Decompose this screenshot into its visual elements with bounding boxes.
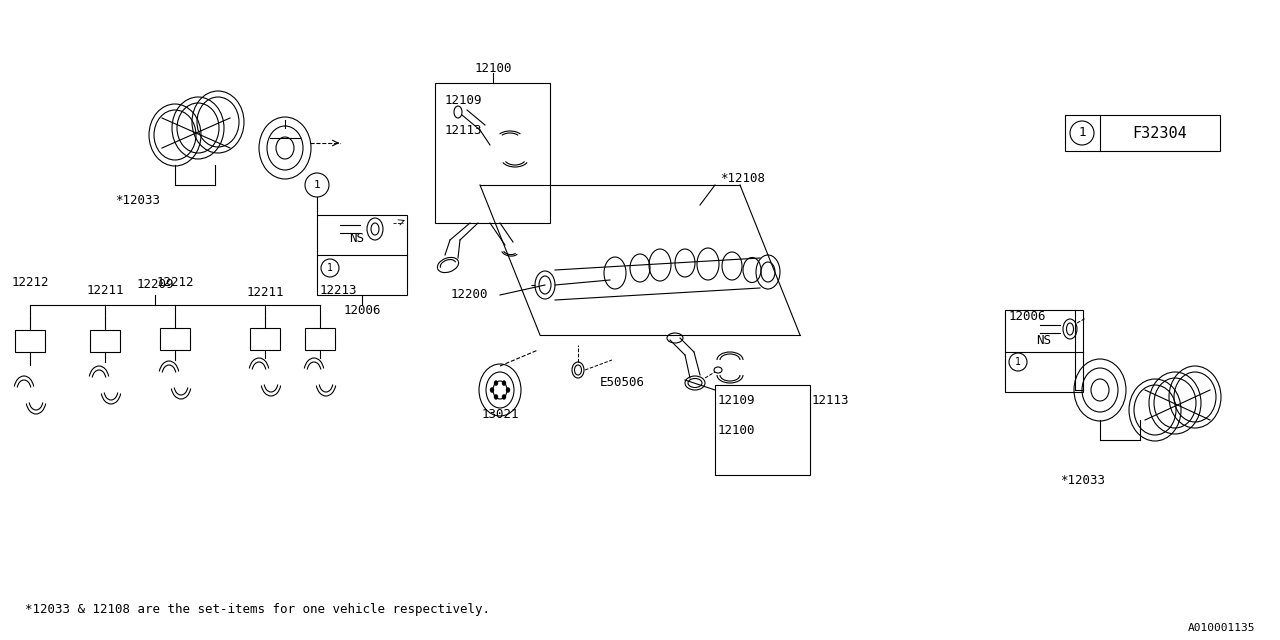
Text: 1: 1 bbox=[1015, 357, 1021, 367]
Text: 12109: 12109 bbox=[718, 394, 755, 406]
Text: 12211: 12211 bbox=[86, 284, 124, 296]
Text: 12113: 12113 bbox=[445, 124, 483, 136]
Text: 13021: 13021 bbox=[481, 408, 518, 422]
Text: 12200: 12200 bbox=[451, 289, 488, 301]
Text: *12033: *12033 bbox=[1060, 474, 1105, 486]
Text: 12212: 12212 bbox=[156, 276, 193, 289]
Text: 12109: 12109 bbox=[445, 93, 483, 106]
Bar bbox=[250, 328, 280, 350]
Ellipse shape bbox=[502, 394, 506, 399]
Text: 1: 1 bbox=[314, 180, 320, 190]
Bar bbox=[90, 330, 120, 352]
Bar bbox=[716, 385, 810, 475]
Text: 12006: 12006 bbox=[343, 303, 380, 317]
Text: 12006: 12006 bbox=[1009, 310, 1047, 323]
Bar bbox=[15, 330, 45, 352]
Ellipse shape bbox=[502, 381, 506, 385]
Text: 12113: 12113 bbox=[812, 394, 850, 406]
Text: 1: 1 bbox=[328, 263, 333, 273]
Text: 1: 1 bbox=[1078, 127, 1085, 140]
Bar bbox=[160, 328, 189, 350]
Text: NS: NS bbox=[1037, 333, 1051, 346]
Text: *12033 & 12108 are the set-items for one vehicle respectively.: *12033 & 12108 are the set-items for one… bbox=[26, 604, 490, 616]
Bar bbox=[305, 328, 335, 350]
Ellipse shape bbox=[494, 394, 498, 399]
Text: *12033: *12033 bbox=[115, 193, 160, 207]
Text: F32304: F32304 bbox=[1133, 125, 1188, 141]
Bar bbox=[1005, 310, 1083, 392]
Bar bbox=[317, 215, 407, 295]
Text: 12209: 12209 bbox=[136, 278, 174, 291]
Text: 12100: 12100 bbox=[718, 424, 755, 436]
Text: *12108: *12108 bbox=[719, 172, 765, 184]
Text: NS: NS bbox=[349, 232, 365, 244]
Ellipse shape bbox=[490, 387, 494, 392]
Text: 12100: 12100 bbox=[475, 61, 512, 74]
Text: 12212: 12212 bbox=[12, 275, 49, 289]
Text: E50506: E50506 bbox=[600, 376, 645, 390]
Ellipse shape bbox=[494, 381, 498, 385]
Text: A010001135: A010001135 bbox=[1188, 623, 1254, 633]
Text: 12213: 12213 bbox=[320, 284, 357, 296]
Bar bbox=[1065, 115, 1220, 151]
Bar bbox=[435, 83, 550, 223]
Ellipse shape bbox=[506, 387, 509, 392]
Text: 12211: 12211 bbox=[246, 287, 284, 300]
